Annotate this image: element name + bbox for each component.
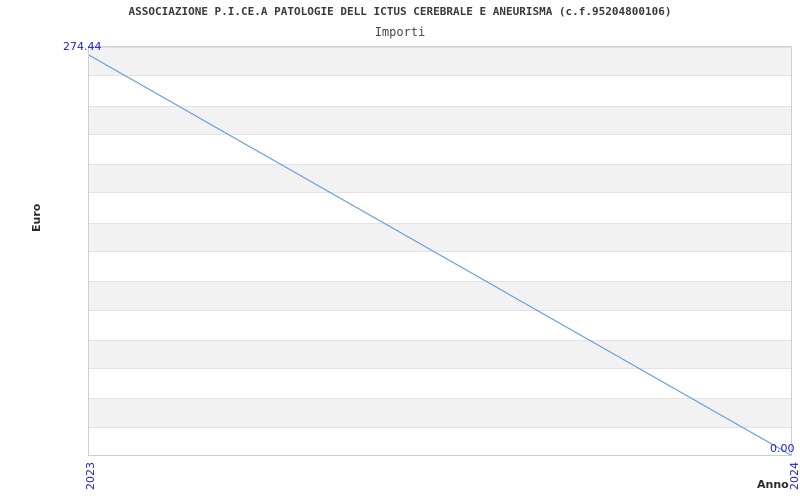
- grid-band: [89, 47, 791, 77]
- grid-band: [89, 222, 791, 252]
- y-axis-title: Euro: [30, 203, 43, 232]
- chart-subtitle: Importi: [374, 25, 426, 39]
- x-axis-title: Anno: [757, 478, 789, 491]
- grid-band: [89, 398, 791, 428]
- grid-band: [89, 281, 791, 311]
- data-point-label: 274.44: [63, 40, 102, 54]
- data-line-layer: [88, 54, 792, 456]
- grid-band: [89, 164, 791, 194]
- x-axis-tick-label: 2023: [84, 462, 97, 490]
- chart-title: ASSOCIAZIONE P.I.CE.A PATOLOGIE DELL ICT…: [128, 5, 672, 18]
- series-line-importi: [88, 54, 792, 456]
- grid-band: [89, 105, 791, 135]
- plot-area: [88, 46, 792, 456]
- x-axis-tick-label: 2024: [788, 462, 800, 490]
- data-point-label: 0.00: [770, 442, 795, 455]
- grid-band: [89, 339, 791, 370]
